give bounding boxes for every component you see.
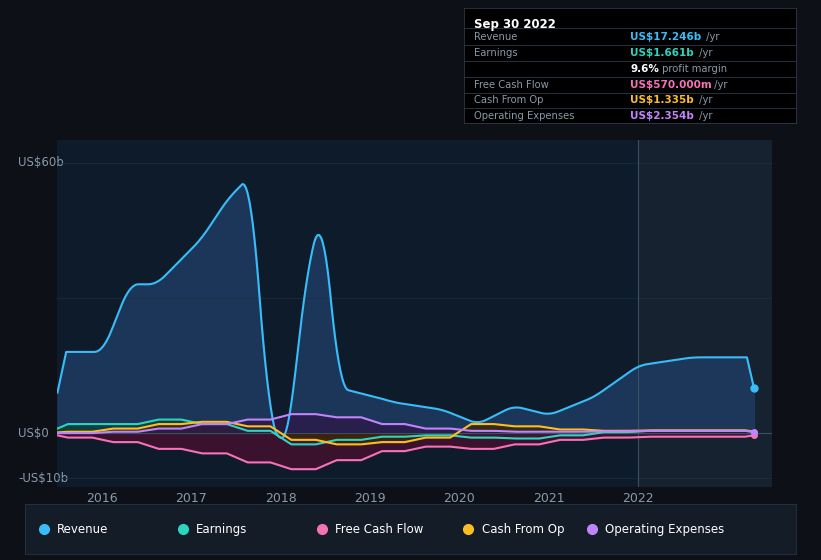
Text: /yr: /yr (696, 111, 713, 121)
Text: US$1.661b: US$1.661b (631, 48, 694, 58)
Text: US$1.335b: US$1.335b (631, 95, 694, 105)
Text: Revenue: Revenue (474, 31, 517, 41)
Text: Free Cash Flow: Free Cash Flow (335, 522, 424, 536)
Text: US$60b: US$60b (18, 156, 64, 169)
Text: Operating Expenses: Operating Expenses (605, 522, 724, 536)
Text: Sep 30 2022: Sep 30 2022 (474, 17, 556, 31)
Text: profit margin: profit margin (659, 64, 727, 74)
Text: Cash From Op: Cash From Op (474, 95, 544, 105)
Text: US$2.354b: US$2.354b (631, 111, 694, 121)
Text: Earnings: Earnings (474, 48, 517, 58)
Text: Cash From Op: Cash From Op (481, 522, 564, 536)
Text: /yr: /yr (696, 95, 713, 105)
Text: US$570.000m: US$570.000m (631, 80, 712, 90)
Text: /yr: /yr (704, 31, 720, 41)
Text: -US$10b: -US$10b (18, 472, 68, 485)
Text: Operating Expenses: Operating Expenses (474, 111, 575, 121)
Text: 9.6%: 9.6% (631, 64, 659, 74)
Text: Earnings: Earnings (196, 522, 247, 536)
Text: /yr: /yr (696, 48, 713, 58)
Text: US$0: US$0 (18, 427, 49, 440)
Text: Free Cash Flow: Free Cash Flow (474, 80, 548, 90)
Bar (638, 140, 772, 487)
Text: US$17.246b: US$17.246b (631, 31, 701, 41)
Text: Revenue: Revenue (57, 522, 108, 536)
Text: /yr: /yr (711, 80, 727, 90)
